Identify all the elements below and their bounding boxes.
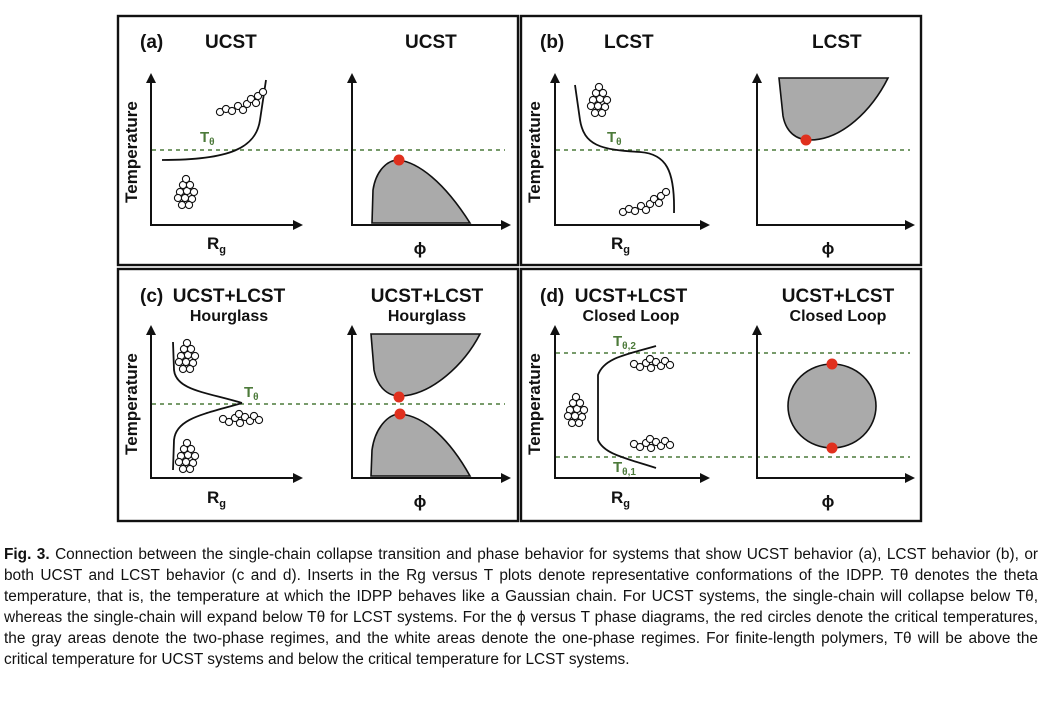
panel-c-right-title: UCST+LCST <box>371 286 484 307</box>
panel-c-two-phase-region-upper <box>370 333 482 397</box>
panel-c-critical-point-ucst <box>394 408 406 420</box>
panel-b-rg-curve <box>574 84 675 214</box>
panel-a-right-xlabel: ϕ <box>414 239 427 258</box>
panel-a-critical-point <box>393 154 405 166</box>
panel-d-left-xlabel: Rg <box>611 488 630 510</box>
panel-d-expanded-chain-lower <box>629 434 675 453</box>
panel-a-label: (a) <box>140 32 163 53</box>
panel-c-label: (c) <box>140 286 163 307</box>
panel-b-critical-point <box>800 134 812 146</box>
panel-c-critical-point-lcst <box>393 391 405 403</box>
caption-text: Connection between the single-chain coll… <box>4 546 1039 668</box>
panel-c-rg-curve-lower <box>172 402 243 471</box>
panel-d-collapsed-chain <box>563 392 589 428</box>
panel-d: (d) UCST+LCST Closed Loop UCST+LCST Clos… <box>519 267 923 523</box>
panel-d-right-subtitle: Closed Loop <box>790 308 887 325</box>
panel-d-two-phase-region <box>787 363 877 449</box>
panel-c-expanded-chain <box>218 409 264 428</box>
panel-a-left-title: UCST <box>205 32 257 53</box>
panel-b-ylabel: Temperature <box>525 101 544 203</box>
panel-b-left-xlabel: Rg <box>611 234 630 256</box>
panel-c-left-title: UCST+LCST <box>173 286 286 307</box>
panel-c-frame <box>116 267 520 523</box>
panel-b-left-title: LCST <box>604 32 654 53</box>
panel-a-expanded-chain <box>215 87 268 117</box>
panel-a-theta-label: Tθ <box>200 129 215 148</box>
panel-b-expanded-chain <box>618 187 671 217</box>
panel-a-rg-curve <box>161 79 267 161</box>
panel-c-left-xlabel: Rg <box>207 488 226 510</box>
panel-a: (a) UCST UCST Temperature Tθ Rg ϕ <box>116 14 520 267</box>
panel-c-collapsed-chain-lower <box>174 438 200 474</box>
panel-b-right-xlabel: ϕ <box>822 239 835 258</box>
panel-d-right-title: UCST+LCST <box>782 286 895 307</box>
panel-c-collapsed-chain-upper <box>174 338 200 374</box>
panel-d-rg-curve <box>597 345 657 469</box>
panel-c-left-subtitle: Hourglass <box>190 308 268 325</box>
panel-b-label: (b) <box>540 32 564 53</box>
panel-d-critical-point-lower <box>826 442 838 454</box>
panel-a-left-xlabel: Rg <box>207 234 226 256</box>
panel-a-frame <box>116 14 520 267</box>
caption-figure-label: Fig. 3. <box>4 546 50 563</box>
panel-c-two-phase-region-lower <box>370 413 472 477</box>
panel-c-right-xlabel: ϕ <box>414 492 427 511</box>
panel-d-frame <box>519 267 923 523</box>
panel-b-right-title: LCST <box>812 32 862 53</box>
panel-d-critical-point-upper <box>826 358 838 370</box>
panel-d-label: (d) <box>540 286 564 307</box>
panel-d-expanded-chain-upper <box>629 354 675 373</box>
panel-a-collapsed-chain <box>173 174 199 210</box>
panel-d-ylabel: Temperature <box>525 353 544 455</box>
panel-b-theta-label: Tθ <box>607 129 622 148</box>
panel-b-collapsed-chain <box>586 82 612 118</box>
figure-caption: Fig. 3. Connection between the single-ch… <box>4 544 1038 670</box>
panel-a-ylabel: Temperature <box>122 101 141 203</box>
panel-d-right-xlabel: ϕ <box>822 492 835 511</box>
panel-b-two-phase-region <box>778 77 890 141</box>
panel-b: (b) LCST LCST Temperature Tθ Rg ϕ <box>519 14 923 267</box>
panel-c-right-subtitle: Hourglass <box>388 308 466 325</box>
panel-a-right-title: UCST <box>405 32 457 53</box>
panel-d-left-title: UCST+LCST <box>575 286 688 307</box>
panel-d-theta-label-lower: Tθ,1 <box>613 459 636 478</box>
panel-c-ylabel: Temperature <box>122 353 141 455</box>
figure-3: (a) UCST UCST Temperature Tθ Rg ϕ (b) LC… <box>116 14 923 523</box>
panel-b-frame <box>519 14 923 267</box>
panel-c-rg-curve-upper <box>172 341 243 404</box>
panel-c: (c) UCST+LCST Hourglass UCST+LCST Hourgl… <box>116 267 520 523</box>
panel-d-theta-label-upper: Tθ,2 <box>613 333 636 352</box>
panel-a-two-phase-region <box>371 159 472 224</box>
panel-c-theta-label: Tθ <box>244 384 259 403</box>
panel-d-left-subtitle: Closed Loop <box>583 308 680 325</box>
